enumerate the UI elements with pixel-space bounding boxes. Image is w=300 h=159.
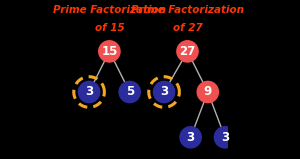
Text: 3: 3: [85, 86, 93, 98]
Text: of 15: of 15: [94, 23, 124, 33]
Circle shape: [177, 41, 198, 62]
Circle shape: [180, 127, 201, 148]
Text: 15: 15: [101, 45, 118, 58]
Circle shape: [79, 81, 100, 103]
Text: 3: 3: [187, 131, 195, 144]
Text: 3: 3: [221, 131, 229, 144]
Text: Prime Factorization: Prime Factorization: [131, 4, 244, 14]
Text: 9: 9: [204, 86, 212, 98]
Circle shape: [153, 81, 175, 103]
Text: 3: 3: [160, 86, 168, 98]
Circle shape: [214, 127, 236, 148]
Text: 5: 5: [126, 86, 134, 98]
Circle shape: [197, 81, 218, 103]
Text: Prime Factorization: Prime Factorization: [53, 4, 166, 14]
Text: of 27: of 27: [172, 23, 203, 33]
Text: 27: 27: [179, 45, 196, 58]
Circle shape: [119, 81, 140, 103]
Circle shape: [99, 41, 120, 62]
